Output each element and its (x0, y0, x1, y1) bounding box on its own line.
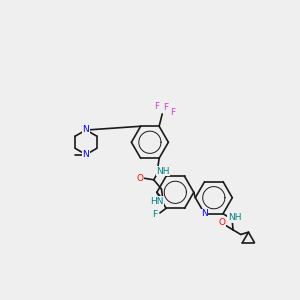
Text: F: F (170, 108, 175, 117)
Text: O: O (136, 174, 143, 183)
Text: NH: NH (156, 167, 170, 176)
Text: F: F (154, 102, 159, 111)
Text: F: F (164, 103, 169, 112)
Text: N: N (82, 125, 89, 134)
Text: NH: NH (228, 213, 241, 222)
Text: F: F (152, 210, 157, 219)
Text: HN: HN (150, 197, 164, 206)
Text: N: N (82, 150, 89, 159)
Text: N: N (201, 209, 208, 218)
Text: O: O (219, 218, 226, 227)
